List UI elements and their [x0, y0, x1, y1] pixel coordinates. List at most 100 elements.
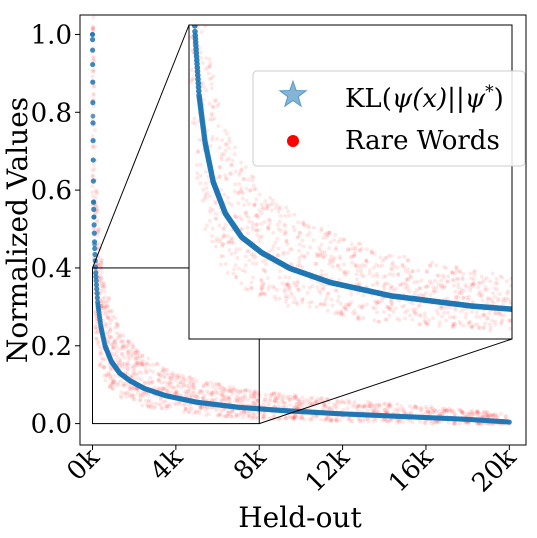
inset-connector-top [92, 24, 190, 269]
rare-word-point [361, 303, 366, 308]
rare-word-point [360, 304, 365, 309]
rare-word-point [450, 271, 455, 276]
rare-word-point [146, 356, 151, 361]
rare-word-point [252, 393, 257, 398]
rare-word-point [278, 214, 283, 219]
rare-word-point [93, 325, 98, 330]
rare-word-point [465, 411, 470, 416]
rare-word-point [120, 345, 125, 350]
rare-word-point [170, 370, 175, 375]
rare-word-point [209, 233, 214, 238]
rare-word-point [210, 384, 215, 389]
rare-word-point [123, 381, 128, 386]
rare-word-point [100, 283, 105, 288]
rare-word-point [468, 409, 473, 414]
rare-word-point [129, 348, 134, 353]
rare-word-point [365, 399, 370, 404]
rare-word-point [382, 402, 387, 407]
rare-word-point [199, 405, 204, 410]
rare-word-point [453, 289, 458, 294]
rare-word-point [326, 406, 331, 411]
rare-word-point [170, 372, 175, 377]
rare-word-point [466, 321, 471, 326]
rare-word-point [504, 414, 509, 419]
rare-word-point [261, 259, 266, 264]
rare-word-point [103, 378, 108, 383]
rare-word-point [364, 258, 369, 263]
rare-word-point [329, 417, 334, 422]
rare-word-point [413, 404, 418, 409]
rare-word-point [122, 391, 127, 396]
rare-word-point [277, 416, 282, 421]
rare-word-point [290, 396, 295, 401]
rare-word-point [113, 315, 118, 320]
kl-point [92, 251, 98, 258]
rare-word-point [418, 419, 423, 424]
rare-word-point [203, 408, 208, 413]
rare-word-point [275, 253, 280, 258]
rare-word-point [385, 405, 390, 410]
rare-word-point [491, 413, 496, 418]
rare-word-point [297, 231, 302, 236]
rare-word-point [137, 354, 142, 359]
rare-word-point [285, 396, 290, 401]
rare-word-point [389, 301, 394, 306]
rare-word-point [151, 405, 156, 410]
rare-word-point [475, 409, 480, 414]
rare-word-point [371, 419, 376, 424]
rare-word-point [209, 137, 214, 142]
rare-word-point [237, 173, 242, 178]
rare-word-point [292, 393, 297, 398]
rare-word-point [187, 409, 192, 414]
rare-word-point [292, 416, 297, 421]
rare-word-point [386, 306, 391, 311]
rare-word-point [181, 377, 186, 382]
rare-word-point [451, 315, 456, 320]
rare-word-point [480, 298, 485, 303]
rare-word-point [493, 412, 498, 417]
rare-word-point [243, 269, 248, 274]
rare-word-point [156, 371, 161, 376]
rare-word-point [135, 353, 140, 358]
kl-point [91, 214, 97, 220]
rare-word-point [252, 391, 257, 396]
rare-word-point [427, 263, 432, 268]
rare-word-point [239, 190, 244, 195]
rare-word-point [506, 297, 511, 302]
rare-word-point [90, 174, 95, 179]
rare-word-point [357, 304, 362, 309]
rare-word-point [240, 397, 245, 402]
rare-word-point [493, 415, 498, 420]
rare-word-point [210, 398, 215, 403]
rare-word-point [94, 211, 99, 216]
rare-word-point [452, 421, 457, 426]
rare-word-point [96, 229, 101, 234]
rare-word-point [120, 363, 125, 368]
rare-word-point [282, 222, 287, 227]
rare-word-point [93, 144, 98, 149]
rare-word-point [240, 227, 245, 232]
rare-word-point [132, 397, 137, 402]
rare-word-point [218, 387, 223, 392]
rare-word-point [354, 277, 359, 282]
kl-point [90, 61, 96, 68]
rare-word-point [410, 307, 415, 312]
rare-word-point [392, 407, 397, 412]
rare-word-point [217, 385, 222, 390]
rare-word-point [236, 201, 241, 206]
rare-word-point [402, 265, 407, 270]
rare-word-point [385, 408, 390, 413]
rare-word-point [500, 299, 505, 304]
rare-word-point [424, 321, 429, 326]
rare-word-point [208, 117, 213, 122]
rare-word-point [184, 384, 189, 389]
rare-word-point [424, 284, 429, 289]
rare-word-point [214, 408, 219, 413]
rare-word-point [217, 164, 222, 169]
rare-word-point [445, 310, 450, 315]
rare-word-point [275, 222, 280, 227]
rare-word-point [366, 419, 371, 424]
rare-word-point [288, 394, 293, 399]
rare-word-point [237, 215, 242, 220]
rare-word-point [139, 370, 144, 375]
